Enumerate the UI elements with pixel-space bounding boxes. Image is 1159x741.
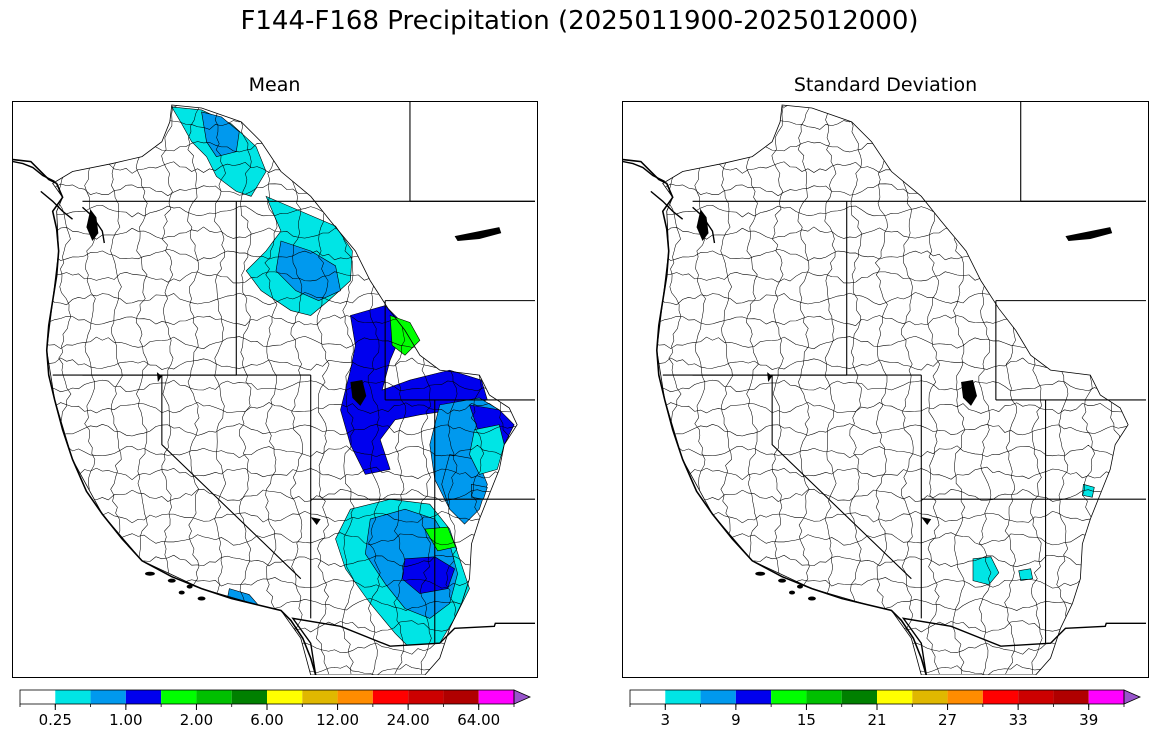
basin-fill-colorado-east	[1082, 483, 1095, 498]
colorbar-segment	[841, 690, 877, 704]
colorbar-segment	[231, 690, 267, 704]
colorbar-segment	[665, 690, 701, 704]
colorbar-tick-label: 2.00	[179, 711, 214, 729]
basin-fill-gila-a	[972, 556, 1000, 585]
watershed-boundaries	[656, 104, 1129, 675]
colorbar-segment	[90, 690, 126, 704]
mean-map	[12, 101, 538, 678]
colorbar-segment	[982, 690, 1019, 704]
colorbar-tick-label: 64.00	[457, 711, 501, 729]
basemap-svg	[623, 102, 1146, 675]
colorbar-tick-label: 24.00	[386, 711, 430, 729]
colorbar-segment	[912, 690, 948, 704]
colorbar-segment	[1088, 690, 1124, 704]
colorbar-tick-label: 39	[1079, 711, 1099, 729]
colorbar-segment	[302, 690, 338, 704]
water-bodies	[86, 209, 502, 601]
colorbar-segment	[877, 690, 913, 704]
colorbar-segment	[372, 690, 409, 704]
colorbar-segment	[478, 690, 514, 704]
std-map	[622, 101, 1149, 678]
colorbar-tick-label: 27	[938, 711, 958, 729]
colorbar-segment	[947, 690, 983, 704]
colorbar-segment	[700, 690, 736, 704]
panel-title-std: Standard Deviation	[793, 74, 978, 96]
colorbar-tick-label: 33	[1008, 711, 1028, 729]
colorbar-segment	[55, 690, 91, 704]
basin-fill-colorado-peak	[424, 526, 457, 552]
basin-fill-colorado-peak	[389, 315, 421, 356]
colorbar-segment	[125, 690, 162, 704]
basin-fill-gila-b	[1018, 568, 1034, 581]
colorbar-extend-arrow	[513, 689, 531, 705]
colorbar-tick-label: 1.00	[109, 711, 143, 729]
colorbar-segment	[196, 690, 232, 704]
colorbar-tick-label: 3	[660, 711, 671, 729]
colorbar-segment	[267, 690, 303, 704]
colorbar-tick-label: 15	[796, 711, 816, 729]
colorbar-segment	[337, 690, 373, 704]
mexico-border	[901, 617, 1146, 675]
colorbar-svg	[629, 689, 1141, 710]
panel-title-mean: Mean	[248, 74, 301, 96]
colorbar-segment	[806, 690, 842, 704]
basemap-svg	[13, 102, 535, 675]
basin-fill-colorado-high	[340, 305, 488, 475]
water-bodies	[696, 209, 1113, 601]
mean-colorbar	[19, 689, 531, 710]
colorbar-segment	[630, 690, 666, 704]
state-borders	[52, 102, 535, 644]
colorbar-tick-label: 12.00	[316, 711, 360, 729]
colorbar-tick-label: 21	[867, 711, 887, 729]
colorbar-segment	[20, 690, 56, 704]
colorbar-svg	[19, 689, 531, 710]
state-borders	[662, 102, 1146, 644]
colorbar-tick-label: 6.00	[250, 711, 284, 729]
colorbar-extend-arrow	[1123, 689, 1141, 705]
colorbar-tick-label: 9	[731, 711, 741, 729]
colorbar-segment	[408, 690, 444, 704]
mexico-border	[291, 617, 535, 675]
colorbar-segment	[161, 690, 197, 704]
colorbar-segment	[735, 690, 772, 704]
colorbar-segment	[1018, 690, 1054, 704]
colorbar-segment	[1053, 690, 1089, 704]
coastline	[623, 158, 928, 675]
std-colorbar	[629, 689, 1141, 710]
colorbar-segment	[771, 690, 807, 704]
coastline	[13, 158, 317, 675]
figure-title: F144-F168 Precipitation (2025011900-2025…	[240, 6, 919, 36]
colorbar-segment	[443, 690, 479, 704]
colorbar-tick-label: 0.25	[38, 711, 72, 729]
basin-fill-columbia-upper	[469, 424, 505, 475]
